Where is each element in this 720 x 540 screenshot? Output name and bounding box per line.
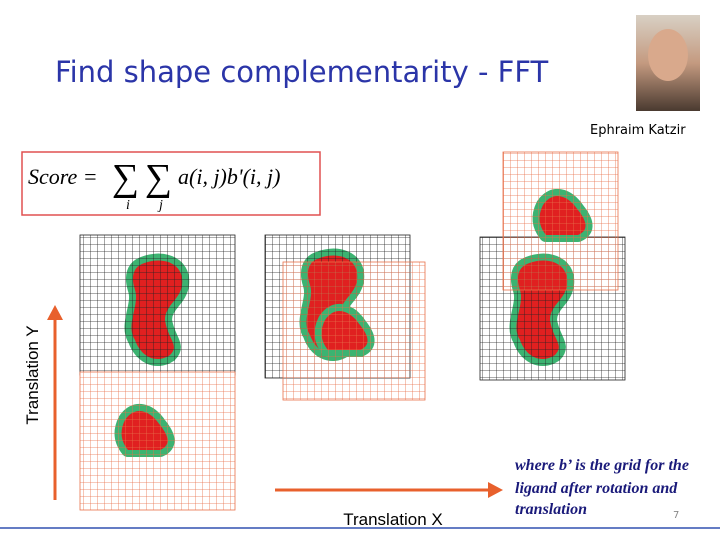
- sum-index: i: [126, 198, 130, 213]
- grids: [79, 151, 626, 511]
- page-number: 7: [673, 510, 679, 521]
- slide-title: Find shape complementarity - FFT: [55, 55, 548, 89]
- note-line: ligand after rotation and: [515, 480, 678, 497]
- note-line: translation: [515, 501, 587, 518]
- sum-symbol: ∑: [112, 157, 139, 199]
- formula-lhs: Score =: [28, 164, 98, 189]
- sum-index: j: [157, 198, 163, 213]
- photo-caption: Ephraim Katzir: [590, 123, 686, 138]
- grid-lines: [79, 234, 236, 376]
- formula-box: [21, 151, 321, 216]
- sum-symbol: ∑: [145, 157, 172, 199]
- arrow-y-head: [47, 305, 63, 320]
- note-line: where b’ is the grid for the: [515, 457, 689, 474]
- formula-rhs: a(i, j)b'(i, j): [178, 164, 280, 189]
- axis-x-label: Translation X: [343, 510, 443, 529]
- arrow-x-head: [488, 482, 503, 498]
- grid-lines: [502, 151, 619, 291]
- grid-lines: [282, 261, 426, 401]
- portrait-face: [648, 29, 688, 81]
- axis-y-label: Translation Y: [23, 325, 42, 424]
- grid-lines: [79, 371, 236, 511]
